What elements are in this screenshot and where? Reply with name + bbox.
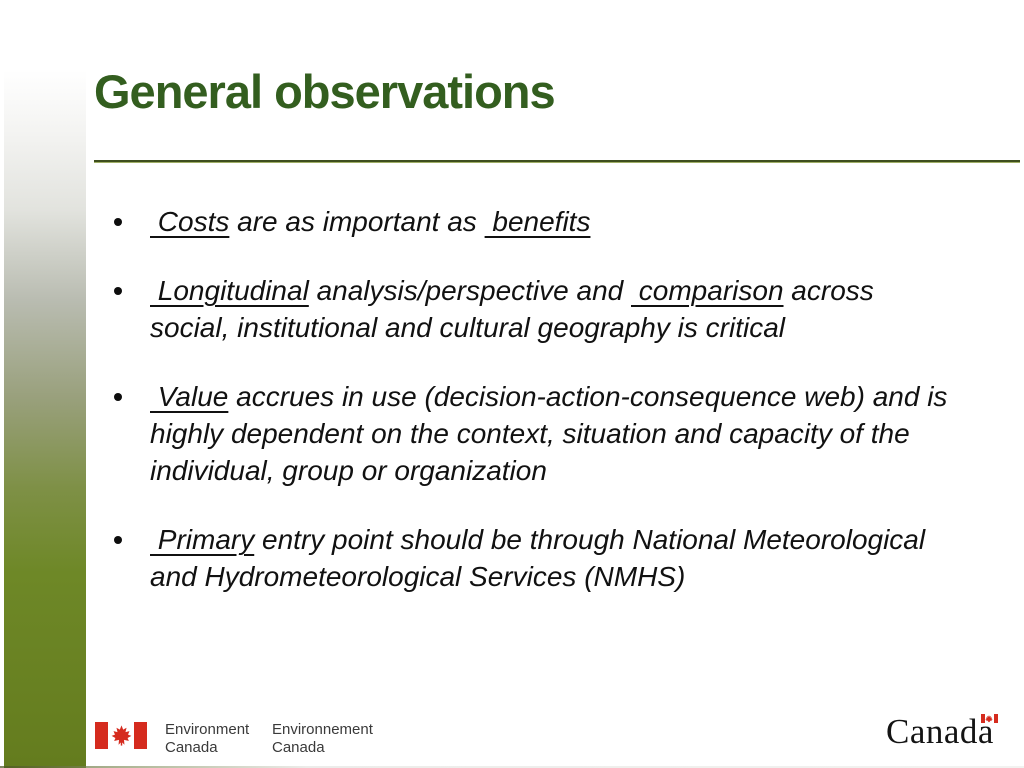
dept-name-french: Environnement Canada: [272, 721, 373, 757]
bullet-item: Value accrues in use (decision-action-co…: [110, 378, 990, 489]
slide-title: General observations: [94, 65, 556, 118]
bullet-dot-icon: [114, 536, 122, 544]
canada-flag-icon: [95, 722, 147, 749]
bullet-text-run: accrues in use (decision-action-conseque…: [150, 381, 948, 486]
bullet-dot-icon: [114, 393, 122, 401]
bullet-list: Costs are as important as benefits Longi…: [110, 203, 990, 627]
flag-white-field: [108, 722, 134, 749]
bullet-text: Longitudinal analysis/perspective and co…: [150, 275, 874, 343]
bullet-text-underlined-run: comparison: [631, 275, 784, 306]
wordmark-flag-icon: [980, 714, 998, 723]
canada-wordmark-text: Canada: [886, 712, 994, 751]
maple-leaf-icon: [111, 725, 131, 746]
canada-wordmark: Canada: [886, 712, 998, 752]
bullet-dot-icon: [114, 218, 122, 226]
maple-leaf-icon: [985, 714, 994, 723]
bullet-text-underlined-run: Primary: [150, 524, 255, 555]
bullet-text: Primary entry point should be through Na…: [150, 524, 925, 592]
bullet-dot-icon: [114, 287, 122, 295]
flag-red-bar: [993, 714, 998, 723]
title-rule: [94, 160, 1020, 163]
dept-en-line1: Environment: [165, 721, 250, 738]
sidebar-gradient: [4, 70, 86, 768]
flag-red-bar: [95, 722, 108, 749]
bullet-text-run: are as important as: [229, 206, 485, 237]
bullet-text-run: across social, institutional and cultura…: [150, 275, 874, 343]
bullet-text: Value accrues in use (decision-action-co…: [150, 381, 947, 486]
bullet-text-underlined-run: benefits: [484, 206, 591, 237]
bullet-text-underlined-run: Longitudinal: [150, 275, 309, 306]
dept-en-line2: Canada: [165, 739, 218, 756]
bullet-text-underlined-run: Costs: [150, 206, 230, 237]
dept-fr-line1: Environnement: [272, 721, 373, 738]
bullet-text: Costs are as important as benefits: [150, 206, 591, 237]
flag-white-field: [984, 714, 994, 723]
bullet-text-run: entry point should be through National M…: [150, 524, 926, 592]
flag-red-bar: [980, 714, 985, 723]
dept-fr-line2: Canada: [272, 739, 325, 756]
bullet-item: Costs are as important as benefits: [110, 203, 990, 240]
bullet-text-underlined-run: Value: [150, 381, 229, 412]
bullet-item: Primary entry point should be through Na…: [110, 521, 990, 595]
dept-name-english: Environment Canada: [165, 721, 249, 757]
bottom-edge-line: [0, 766, 1024, 768]
bullet-item: Longitudinal analysis/perspective and co…: [110, 272, 990, 346]
bullet-text-run: analysis/perspective and: [308, 275, 631, 306]
flag-red-bar: [134, 722, 147, 749]
